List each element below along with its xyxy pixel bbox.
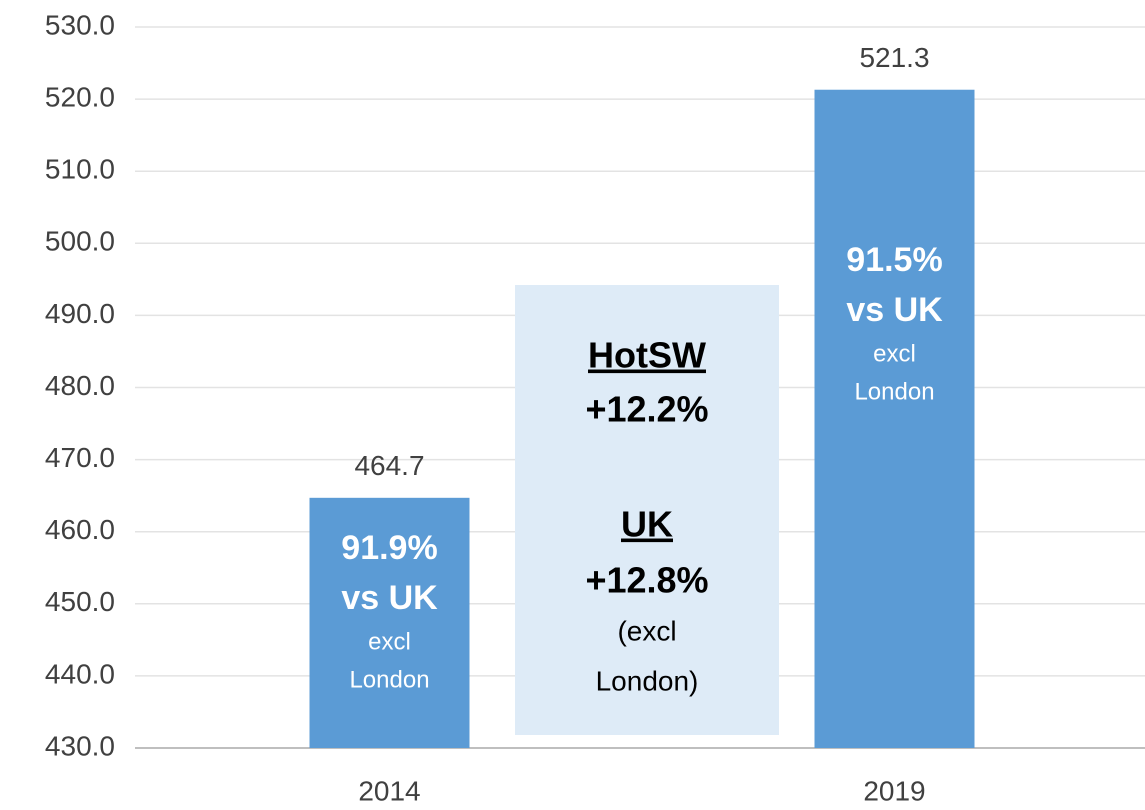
- bar-annotation: London: [349, 666, 429, 693]
- comparison-box: [515, 285, 779, 735]
- bar-annotation: London: [854, 378, 934, 405]
- box-text: +12.2%: [585, 389, 708, 430]
- data-label: 521.3: [859, 42, 929, 73]
- box-text: London): [596, 665, 699, 696]
- box-text: HotSW: [588, 335, 706, 376]
- bar-annotation: vs UK: [846, 291, 943, 329]
- bar-annotation: excl: [368, 628, 411, 655]
- bar: [814, 89, 975, 749]
- y-tick-label: 530.0: [45, 9, 115, 40]
- y-tick-label: 490.0: [45, 298, 115, 329]
- x-tick-label: 2019: [863, 775, 925, 806]
- box-text: (excl: [617, 615, 676, 646]
- box-text: UK: [621, 504, 673, 545]
- bar: [309, 497, 470, 748]
- y-tick-label: 500.0: [45, 226, 115, 257]
- y-tick-label: 430.0: [45, 730, 115, 761]
- x-tick-label: 2014: [358, 775, 420, 806]
- y-tick-label: 470.0: [45, 442, 115, 473]
- y-tick-label: 440.0: [45, 658, 115, 689]
- bar-annotation: 91.9%: [341, 529, 437, 567]
- y-tick-label: 520.0: [45, 81, 115, 112]
- box-text: +12.8%: [585, 560, 708, 601]
- bar-annotation: vs UK: [341, 579, 438, 617]
- bar-annotation: 91.5%: [846, 241, 942, 279]
- bar-annotation: excl: [873, 340, 916, 367]
- data-label: 464.7: [354, 450, 424, 481]
- y-tick-label: 510.0: [45, 154, 115, 185]
- y-tick-label: 460.0: [45, 514, 115, 545]
- y-tick-label: 480.0: [45, 370, 115, 401]
- y-tick-label: 450.0: [45, 586, 115, 617]
